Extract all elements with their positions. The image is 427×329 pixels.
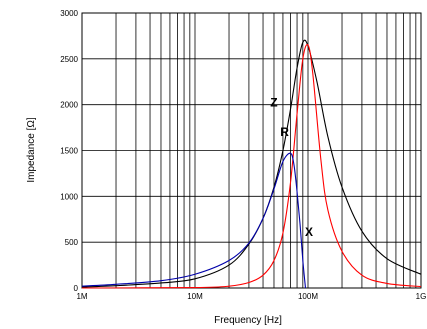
series-line-r <box>81 43 422 289</box>
series-label-r: R <box>280 125 289 139</box>
series-label-z: Z <box>270 96 277 110</box>
series-label-x: X <box>305 225 313 239</box>
series-layer: Z R X <box>81 39 422 289</box>
y-tick-label: 1000 <box>60 192 78 201</box>
series-line-z <box>81 39 422 288</box>
y-tick-label: 2000 <box>60 101 78 110</box>
y-tick-label: 0 <box>74 284 79 293</box>
x-axis-title: Frequency [Hz] <box>214 315 282 326</box>
x-tick-label: 1M <box>76 292 87 301</box>
y-tick-label: 1500 <box>60 147 78 156</box>
y-tick-label: 3000 <box>60 9 78 18</box>
x-tick-label: 1G <box>416 292 427 301</box>
series-line-x <box>81 152 307 289</box>
y-axis-title: Impedance [Ω] <box>26 117 37 183</box>
x-tick-labels: 1M 10M 100M 1G <box>76 292 426 301</box>
x-tick-label: 10M <box>187 292 203 301</box>
y-tick-label: 500 <box>65 238 79 247</box>
y-tick-labels: 0 500 1000 1500 2000 2500 3000 <box>60 9 78 293</box>
plot-area-frame <box>81 12 422 289</box>
y-tick-label: 2500 <box>60 55 78 64</box>
grid <box>82 13 421 288</box>
x-tick-label: 100M <box>298 292 318 301</box>
